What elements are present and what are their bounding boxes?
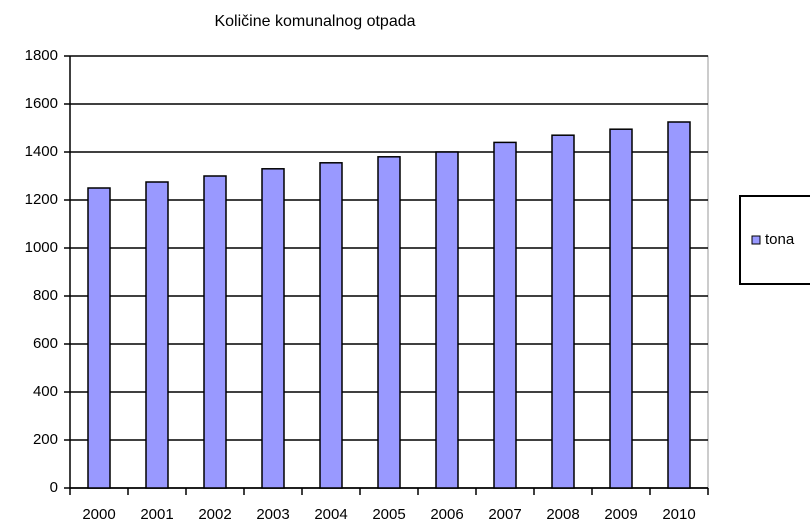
- y-tick-label: 600: [33, 335, 58, 352]
- y-tick-label: 1200: [25, 191, 58, 208]
- y-tick-label: 200: [33, 431, 58, 448]
- bar: [493, 141, 517, 489]
- x-tick-label: 2007: [488, 506, 521, 523]
- bar: [319, 162, 343, 489]
- bar: [609, 128, 633, 489]
- bar: [667, 121, 691, 489]
- bar: [87, 187, 111, 489]
- y-tick-label: 800: [33, 287, 58, 304]
- legend-label: tona: [765, 231, 795, 248]
- y-tick-label: 1800: [25, 47, 58, 64]
- x-tick-label: 2003: [256, 506, 289, 523]
- bar: [551, 134, 575, 489]
- bar: [377, 156, 401, 489]
- x-tick-label: 2006: [430, 506, 463, 523]
- bar: [261, 168, 285, 489]
- legend-swatch: [751, 235, 761, 245]
- y-tick-label: 1400: [25, 143, 58, 160]
- x-tick-label: 2008: [546, 506, 579, 523]
- x-tick-label: 2001: [140, 506, 173, 523]
- y-tick-label: 0: [50, 479, 58, 496]
- bar: [203, 175, 227, 489]
- y-tick-label: 1000: [25, 239, 58, 256]
- y-tick-label: 1600: [25, 95, 58, 112]
- bar: [435, 151, 459, 489]
- x-tick-label: 2009: [604, 506, 637, 523]
- bar: [145, 181, 169, 489]
- chart-title: Količine komunalnog otpada: [214, 13, 415, 30]
- x-tick-label: 2010: [662, 506, 695, 523]
- x-tick-label: 2005: [372, 506, 405, 523]
- x-tick-label: 2004: [314, 506, 347, 523]
- y-tick-label: 400: [33, 383, 58, 400]
- x-tick-label: 2000: [82, 506, 115, 523]
- x-tick-label: 2002: [198, 506, 231, 523]
